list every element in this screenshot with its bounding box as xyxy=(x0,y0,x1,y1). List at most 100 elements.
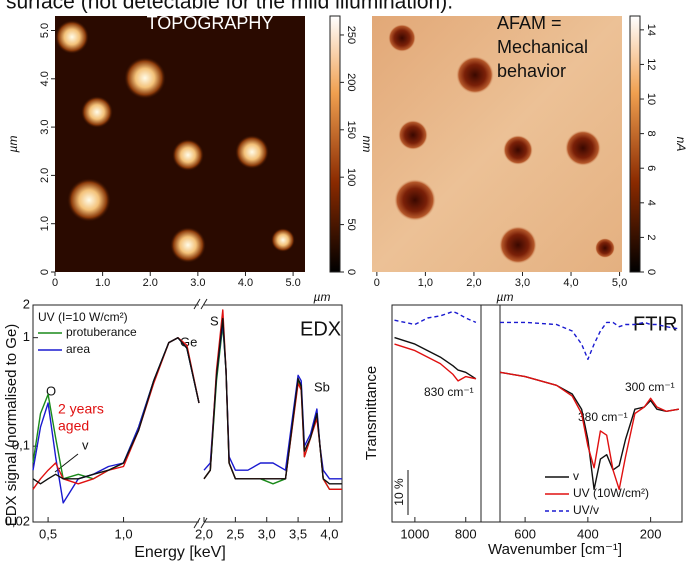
colorbar-tick-label: 0 xyxy=(345,269,357,275)
x-tick-label: 1000 xyxy=(400,526,429,541)
colorbar-tick-label: 6 xyxy=(645,165,657,171)
colorbar-tick-label: 14 xyxy=(645,24,657,36)
colorbar-tick-label: 200 xyxy=(345,73,357,91)
legend-label: area xyxy=(66,342,90,356)
x-axis-label: Energy [keV] xyxy=(134,544,226,561)
feature xyxy=(456,56,494,94)
x-tick-label: 1,0 xyxy=(418,277,433,289)
x-tick-label: 0 xyxy=(374,277,380,289)
feature xyxy=(398,120,428,150)
series-label: aged xyxy=(58,418,89,434)
legend-title: UV (I=10 W/cm²) xyxy=(38,310,128,324)
image-label: TOPOGRAPHY xyxy=(147,13,274,33)
feature xyxy=(565,130,601,166)
x-tick-label: 2,5 xyxy=(226,526,244,541)
y-tick-label: 2.0 xyxy=(39,168,51,183)
x-tick-label: 5,0 xyxy=(612,277,627,289)
panel-title: EDX xyxy=(300,318,341,340)
feature xyxy=(55,20,89,54)
x-tick-label: 600 xyxy=(514,526,536,541)
x-tick-label: 3,5 xyxy=(289,526,307,541)
colorbar-tick-label: 10 xyxy=(645,93,657,105)
x-tick-label: 2,0 xyxy=(466,277,481,289)
colorbar-tick-label: 150 xyxy=(345,121,357,139)
y-tick-label: 4.0 xyxy=(39,71,51,86)
series-label: v xyxy=(82,437,89,452)
feature xyxy=(394,179,436,221)
image-label: AFAM = xyxy=(497,13,562,33)
y-tick-label: 0,02 xyxy=(5,513,30,528)
y-axis-label: EDX signal (normalised to Ge) xyxy=(3,324,20,527)
colorbar xyxy=(630,16,640,272)
colorbar-tick-label: 2 xyxy=(645,234,657,240)
colorbar-tick-label: 12 xyxy=(645,58,657,70)
colorbar-tick-label: 250 xyxy=(345,26,357,44)
figure: surface (not detectable for the mild ill… xyxy=(0,0,690,561)
annotation: 380 cm⁻¹ xyxy=(578,410,628,424)
x-tick-label: 1,0 xyxy=(115,526,133,541)
x-tick-label: 0 xyxy=(52,277,58,289)
colorbar-label: nA xyxy=(674,137,688,152)
image-label: Mechanical xyxy=(497,37,588,57)
x-axis-label: Wavenumber [cm⁻¹] xyxy=(488,541,622,558)
y-tick-label: 2 xyxy=(23,296,30,311)
x-tick-label: 3,0 xyxy=(515,277,530,289)
x-axis-label: µm xyxy=(497,290,514,304)
colorbar-tick-label: 8 xyxy=(645,131,657,137)
feature xyxy=(595,238,615,258)
y-tick-label: 1 xyxy=(23,329,30,344)
colorbar-tick-label: 100 xyxy=(345,168,357,186)
x-tick-label: 400 xyxy=(577,526,599,541)
x-tick-label: 0,5 xyxy=(39,526,57,541)
x-axis-label: µm xyxy=(314,290,331,304)
x-tick-label: 2,0 xyxy=(195,526,213,541)
x-tick-label: 3,0 xyxy=(258,526,276,541)
feature xyxy=(388,24,416,52)
annotation: S xyxy=(210,313,219,328)
series-line xyxy=(395,344,679,489)
annotation: Sb xyxy=(314,379,330,394)
y-tick-label: 3.0 xyxy=(39,119,51,134)
axis-break xyxy=(481,305,500,522)
legend-label: UV/v xyxy=(573,503,599,517)
axis-break xyxy=(199,300,204,526)
annotation: 830 cm⁻¹ xyxy=(424,385,474,399)
feature xyxy=(170,227,206,263)
series-label: 2 years xyxy=(58,401,104,417)
image-label: behavior xyxy=(497,61,566,81)
x-tick-label: 2.0 xyxy=(143,277,158,289)
y-tick-label: 0,1 xyxy=(12,438,30,453)
legend-label: protuberance xyxy=(66,325,137,339)
feature xyxy=(271,228,295,252)
scale-label: 10 % xyxy=(392,478,406,506)
colorbar-label: nm xyxy=(360,136,374,153)
x-tick-label: 4,0 xyxy=(563,277,578,289)
y-tick-label: 1.0 xyxy=(39,216,51,231)
x-tick-label: 200 xyxy=(640,526,662,541)
y-tick-label: 5.0 xyxy=(39,23,51,38)
colorbar-tick-label: 4 xyxy=(645,200,657,206)
x-tick-label: 4.0 xyxy=(238,277,253,289)
feature xyxy=(67,178,111,222)
x-tick-label: 4,0 xyxy=(320,526,338,541)
series-line xyxy=(395,338,679,490)
feature xyxy=(503,135,533,165)
colorbar xyxy=(330,16,340,272)
caption: surface (not detectable for the mild ill… xyxy=(6,0,453,14)
page: surface (not detectable for the mild ill… xyxy=(0,0,690,561)
feature xyxy=(124,57,166,99)
x-tick-label: 3.0 xyxy=(190,277,205,289)
x-tick-label: 5.0 xyxy=(285,277,300,289)
legend-label: v xyxy=(573,469,579,483)
colorbar-tick-label: 0 xyxy=(645,269,657,275)
y-axis-label: µm xyxy=(6,136,20,153)
y-tick-label: 0 xyxy=(39,269,51,275)
annotation: 300 cm⁻¹ xyxy=(625,380,675,394)
feature xyxy=(81,96,113,128)
colorbar-tick-label: 50 xyxy=(345,218,357,230)
feature xyxy=(235,135,269,169)
y-axis-label: Transmittance xyxy=(363,366,380,460)
x-tick-label: 800 xyxy=(455,526,477,541)
x-tick-label: 1.0 xyxy=(95,277,110,289)
legend-label: UV (10W/cm²) xyxy=(573,486,649,500)
